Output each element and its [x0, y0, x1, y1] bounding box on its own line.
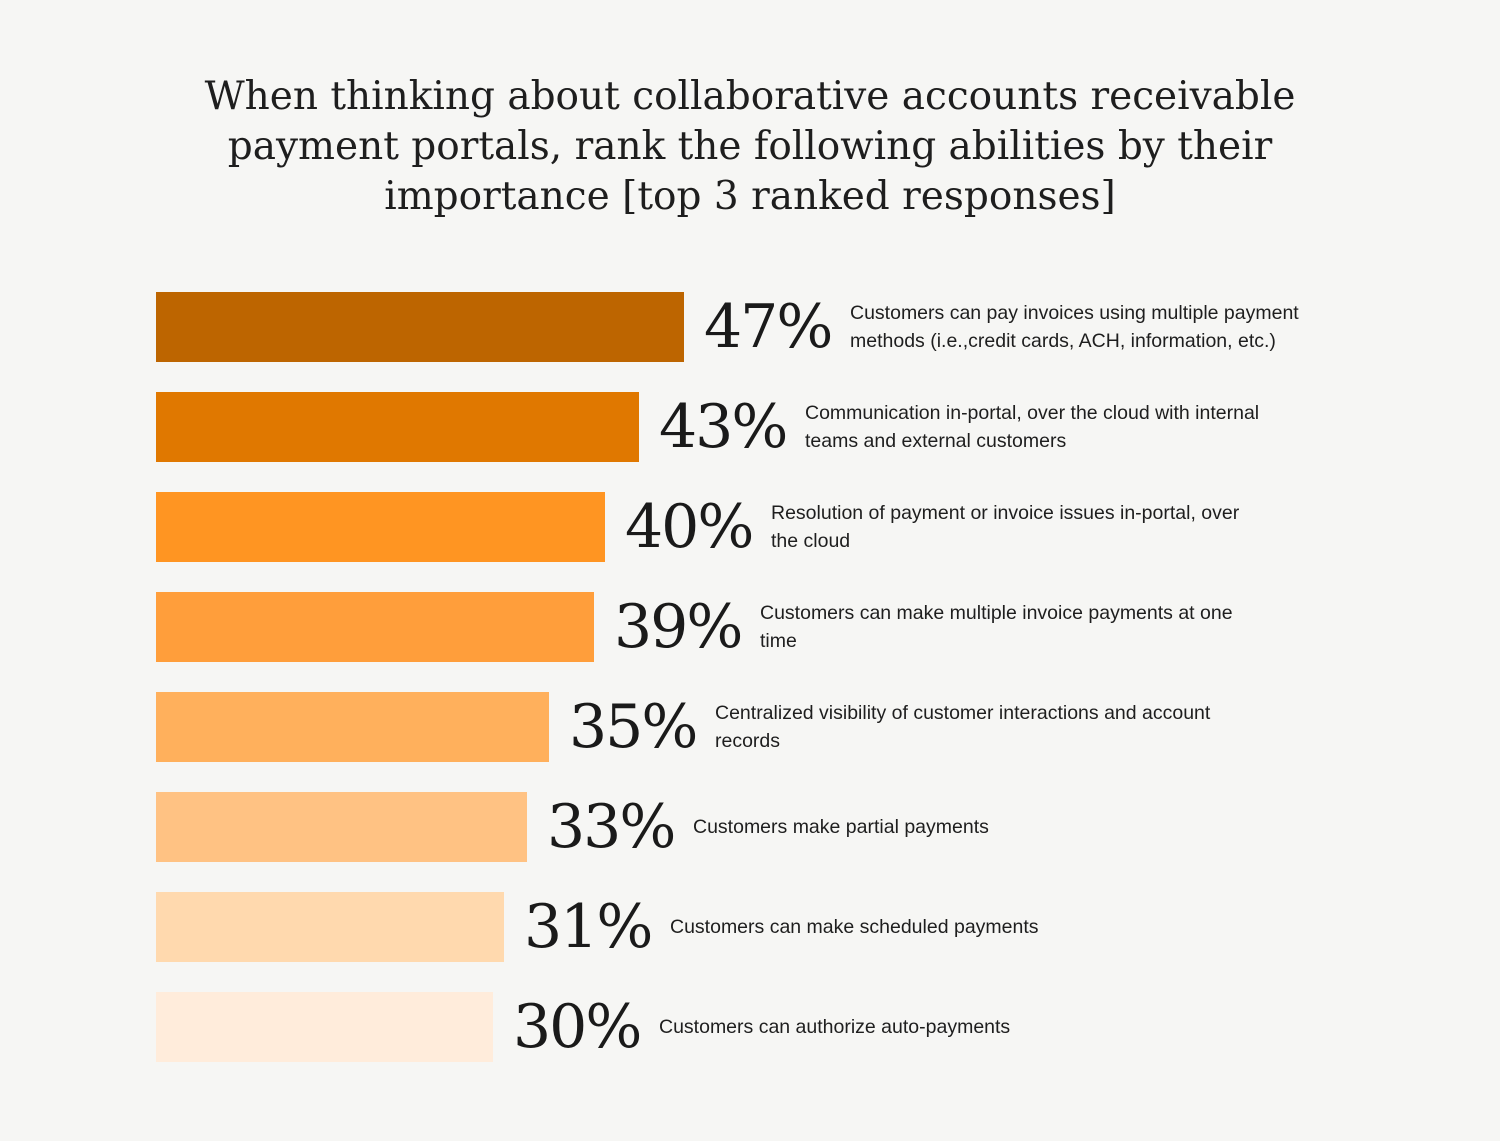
bar-category-label: Customers can pay invoices using multipl… — [850, 302, 1299, 352]
bar-row: 43% Communication in-portal, over the clo… — [0, 392, 1500, 462]
bar-value-label: 35% — [569, 692, 698, 762]
bar-value-label: 47% — [704, 292, 833, 362]
bar-row: 33% Customers make partial payments — [0, 792, 1500, 862]
bar-row: 35% Centralized visibility of customer in… — [0, 692, 1500, 762]
bar-value-label: 33% — [547, 792, 676, 862]
bar-value-label: 30% — [513, 992, 642, 1062]
bar-row: 30% Customers can authorize auto-payments — [0, 992, 1500, 1062]
chart-title-line-2: payment portals, rank the following abil… — [227, 124, 1273, 169]
bar-row: 31% Customers can make scheduled payments — [0, 892, 1500, 962]
bar-value-label: 39% — [614, 592, 743, 662]
bar — [156, 892, 504, 962]
bar — [156, 292, 684, 362]
bar-category-label: Customers can make multiple invoice paym… — [760, 602, 1233, 652]
bar — [156, 492, 605, 562]
bar-value-label: 43% — [659, 392, 788, 462]
chart-title-line-3: importance [top 3 ranked responses] — [384, 174, 1116, 219]
bar-row: 40% Resolution of payment or invoice issu… — [0, 492, 1500, 562]
bar — [156, 992, 493, 1062]
bar — [156, 392, 639, 462]
chart-title-line-1: When thinking about collaborative accoun… — [204, 74, 1296, 119]
bar — [156, 692, 549, 762]
bar-category-label: Communication in-portal, over the cloud … — [805, 402, 1260, 452]
bar-category-label: Centralized visibility of customer inter… — [715, 702, 1211, 752]
bar — [156, 792, 527, 862]
bar-row: 39% Customers can make multiple invoice p… — [0, 592, 1500, 662]
bar-category-label: Customers make partial payments — [693, 816, 989, 838]
bar-category-label: Resolution of payment or invoice issues … — [771, 502, 1240, 552]
bar-value-label: 31% — [524, 892, 653, 962]
bar-category-label: Customers can make scheduled payments — [670, 916, 1039, 938]
bar — [156, 592, 594, 662]
bar-category-label: Customers can authorize auto-payments — [659, 1016, 1011, 1038]
bar-row: 47% Customers can pay invoices using mult… — [0, 292, 1500, 362]
bar-value-label: 40% — [625, 492, 754, 562]
chart-title: When thinking about collaborative accoun… — [150, 72, 1350, 222]
